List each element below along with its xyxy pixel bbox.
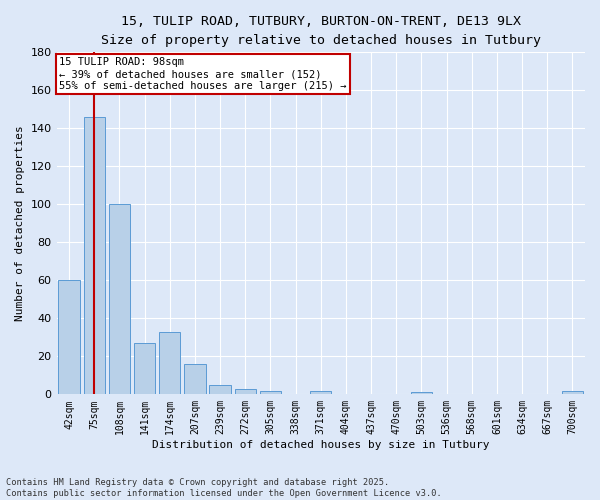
X-axis label: Distribution of detached houses by size in Tutbury: Distribution of detached houses by size … xyxy=(152,440,490,450)
Y-axis label: Number of detached properties: Number of detached properties xyxy=(15,126,25,321)
Bar xyxy=(159,332,181,394)
Bar xyxy=(310,390,331,394)
Bar xyxy=(134,343,155,394)
Bar xyxy=(260,390,281,394)
Bar xyxy=(235,388,256,394)
Bar xyxy=(411,392,432,394)
Bar xyxy=(562,390,583,394)
Bar xyxy=(184,364,206,394)
Bar xyxy=(209,385,231,394)
Title: 15, TULIP ROAD, TUTBURY, BURTON-ON-TRENT, DE13 9LX
Size of property relative to : 15, TULIP ROAD, TUTBURY, BURTON-ON-TRENT… xyxy=(101,15,541,47)
Bar xyxy=(58,280,80,394)
Bar xyxy=(83,117,105,394)
Text: Contains HM Land Registry data © Crown copyright and database right 2025.
Contai: Contains HM Land Registry data © Crown c… xyxy=(6,478,442,498)
Bar xyxy=(109,204,130,394)
Text: 15 TULIP ROAD: 98sqm
← 39% of detached houses are smaller (152)
55% of semi-deta: 15 TULIP ROAD: 98sqm ← 39% of detached h… xyxy=(59,58,347,90)
